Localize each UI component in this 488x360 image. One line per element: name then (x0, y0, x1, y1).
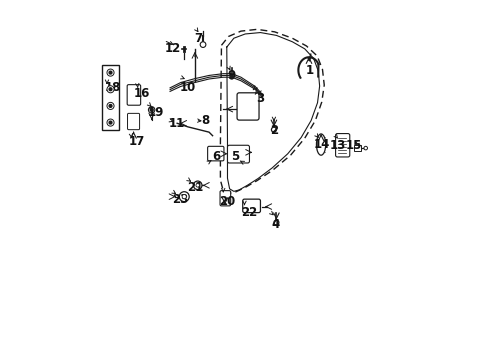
Circle shape (182, 194, 186, 199)
Text: 3: 3 (256, 92, 264, 105)
Text: 4: 4 (271, 218, 279, 231)
FancyBboxPatch shape (207, 146, 224, 161)
Text: 14: 14 (313, 138, 329, 151)
FancyBboxPatch shape (220, 191, 230, 206)
Text: 9: 9 (226, 69, 235, 82)
Text: 10: 10 (179, 81, 196, 94)
Bar (102, 65, 119, 130)
Bar (353, 145, 360, 151)
Circle shape (107, 86, 114, 93)
Circle shape (107, 102, 114, 109)
Text: 5: 5 (231, 150, 239, 163)
Circle shape (148, 107, 155, 113)
Text: 19: 19 (147, 106, 164, 119)
Text: 11: 11 (169, 117, 185, 130)
Text: 17: 17 (128, 135, 144, 148)
Text: 12: 12 (164, 42, 181, 55)
Text: 13: 13 (329, 139, 346, 152)
Circle shape (363, 146, 367, 150)
Text: 23: 23 (171, 193, 188, 206)
FancyBboxPatch shape (227, 145, 249, 163)
Circle shape (273, 220, 278, 225)
Circle shape (179, 192, 189, 202)
Circle shape (229, 76, 233, 79)
Text: 15: 15 (345, 139, 361, 152)
Text: 8: 8 (201, 114, 209, 127)
Circle shape (107, 69, 114, 76)
Text: 21: 21 (186, 181, 203, 194)
Text: 22: 22 (241, 206, 257, 219)
Text: 16: 16 (133, 87, 150, 100)
FancyBboxPatch shape (127, 113, 139, 130)
Text: 18: 18 (105, 81, 122, 94)
Text: 7: 7 (194, 32, 202, 45)
FancyBboxPatch shape (242, 199, 260, 213)
Circle shape (200, 42, 205, 48)
Text: 2: 2 (269, 124, 277, 137)
Circle shape (109, 71, 112, 74)
Circle shape (109, 121, 112, 124)
Text: 20: 20 (219, 195, 235, 208)
Text: 1: 1 (305, 64, 313, 77)
Circle shape (271, 127, 276, 132)
Circle shape (107, 119, 114, 126)
Circle shape (193, 181, 202, 190)
Text: 6: 6 (212, 150, 220, 163)
FancyBboxPatch shape (237, 93, 259, 120)
Circle shape (196, 184, 199, 187)
Ellipse shape (316, 134, 325, 155)
Circle shape (109, 104, 112, 107)
FancyBboxPatch shape (127, 85, 141, 105)
Circle shape (109, 88, 112, 91)
Circle shape (150, 108, 153, 111)
